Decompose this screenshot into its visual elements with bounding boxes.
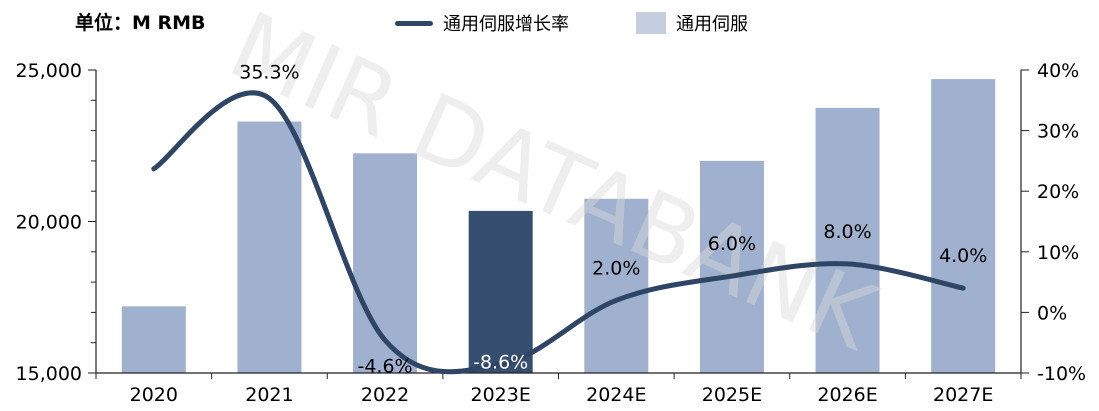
legend-bar-swatch: [636, 12, 666, 34]
legend-servo-label: 通用伺服: [676, 14, 748, 35]
left-tick-label: 15,000: [16, 363, 82, 385]
bar-2027E: [931, 79, 996, 373]
right-tick-label: 0%: [1037, 302, 1067, 324]
x-tick-label: 2026E: [817, 384, 877, 406]
bar-2026E: [815, 107, 880, 373]
x-tick-label: 2024E: [586, 384, 646, 406]
labels-layer: 35.3% -4.6% -8.6% 2.0% 6.0% 8.0% 4.0%: [239, 61, 987, 377]
x-tick-label: 2021: [245, 384, 293, 406]
growth-rate-label-2024E: 2.0%: [592, 257, 640, 279]
x-tick-label: 2023E: [471, 384, 531, 406]
right-tick-label: 20%: [1037, 181, 1079, 203]
bar-2023E: [468, 210, 533, 373]
x-tick-label: 2027E: [933, 384, 993, 406]
legend-line-swatch: [395, 20, 433, 26]
line-layer: [151, 90, 966, 375]
growth-rate-label-2022: -4.6%: [357, 355, 412, 377]
bar-2024E: [584, 198, 649, 373]
growth-rate-label-2023E: -8.6%: [473, 352, 528, 374]
unit-label: 单位：M RMB: [75, 12, 206, 34]
bars-layer: [121, 79, 996, 373]
bar-2025E: [699, 160, 764, 373]
growth-rate-label-2025E: 6.0%: [708, 233, 756, 255]
x-tick-label: 2022: [361, 384, 409, 406]
x-tick-label: 2020: [130, 384, 178, 406]
legend-servo: 通用伺服: [636, 10, 748, 36]
growth-rate-label-2021: 35.3%: [239, 61, 299, 83]
right-tick-label: 10%: [1037, 242, 1079, 264]
axes-layer: 15,000 20,000 25,000 -10% 0% 10% 20% 30% 40% 2020…: [16, 60, 1087, 406]
right-tick-label: 30%: [1037, 121, 1079, 143]
x-tick-label: 2025E: [702, 384, 762, 406]
right-tick-label: -10%: [1037, 363, 1086, 385]
legend-growth-rate: 通用伺服增长率: [395, 10, 569, 36]
growth-rate-label-2027E: 4.0%: [939, 245, 987, 267]
growth-rate-line: [151, 90, 966, 375]
growth-rate-label-2026E: 8.0%: [823, 221, 871, 243]
bar-2020: [121, 306, 186, 373]
right-tick-label: 40%: [1037, 60, 1079, 82]
left-tick-label: 25,000: [16, 60, 82, 82]
bar-2021: [237, 121, 302, 373]
left-tick-label: 20,000: [16, 212, 82, 234]
legend-growth-rate-label: 通用伺服增长率: [443, 14, 569, 35]
